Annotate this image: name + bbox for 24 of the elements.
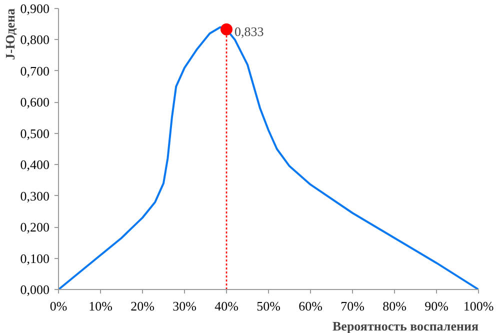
x-tick-label: 10% xyxy=(88,298,113,314)
x-tick-label: 80% xyxy=(382,298,407,314)
y-axis-title: J-Юдена xyxy=(2,8,18,60)
x-axis-title: Вероятность воспаления xyxy=(332,318,479,333)
y-tick-label: 0,900 xyxy=(20,1,50,16)
y-tick-label: 0,700 xyxy=(20,63,50,78)
y-tick-label: 0,800 xyxy=(20,32,50,48)
annotation: 0,833 xyxy=(234,24,264,39)
x-tick-label: 50% xyxy=(256,298,281,314)
y-tick-label: 0,300 xyxy=(20,188,50,204)
y-tick-label: 0,600 xyxy=(20,94,50,110)
x-tick-label: 0% xyxy=(50,298,68,314)
x-tick-label: 30% xyxy=(172,298,197,314)
x-tick-label: 70% xyxy=(340,298,365,314)
y-tick-label: 0,000 xyxy=(20,282,50,297)
x-tick-label: 40% xyxy=(214,298,239,314)
y-tick-label: 0,500 xyxy=(20,126,50,141)
x-tick-label: 90% xyxy=(424,298,449,314)
y-tick-label: 0,200 xyxy=(20,220,50,235)
y-tick-label: 0,100 xyxy=(20,250,50,266)
x-tick-label: 100% xyxy=(463,298,494,314)
x-tick-label: 60% xyxy=(298,298,323,314)
y-tick-label: 0,400 xyxy=(20,157,50,172)
x-tick-label: 20% xyxy=(130,298,155,314)
